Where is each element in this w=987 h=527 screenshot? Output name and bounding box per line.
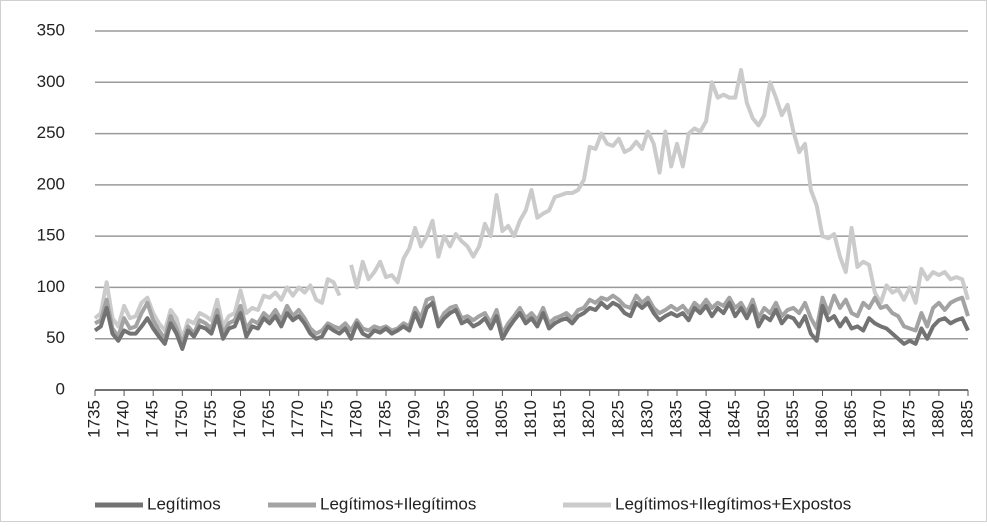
x-tick-label: 1875 — [899, 400, 918, 438]
x-tick-label: 1870 — [870, 400, 889, 438]
legend-label: Legítimos — [147, 494, 221, 513]
x-tick-label: 1850 — [754, 400, 773, 438]
x-tick-label: 1865 — [841, 400, 860, 438]
x-tick-label: 1825 — [608, 400, 627, 438]
x-tick-label: 1880 — [928, 400, 947, 438]
x-tick-label: 1885 — [957, 400, 976, 438]
y-tick-label: 200 — [37, 174, 65, 193]
x-tick-label: 1845 — [725, 400, 744, 438]
y-tick-label: 100 — [37, 277, 65, 296]
x-tick-label: 1740 — [114, 400, 133, 438]
legend-label: Legítimos+Ilegítimos — [320, 494, 476, 513]
x-tick-label: 1765 — [259, 400, 278, 438]
x-tick-label: 1795 — [434, 400, 453, 438]
x-tick-label: 1745 — [143, 400, 162, 438]
x-tick-label: 1760 — [230, 400, 249, 438]
series-line — [93, 300, 970, 351]
y-tick-label: 50 — [46, 328, 65, 347]
x-tick-label: 1835 — [666, 400, 685, 438]
x-tick-label: 1770 — [288, 400, 307, 438]
series-line — [94, 293, 970, 346]
x-tick-label: 1750 — [172, 400, 191, 438]
x-tick-label: 1785 — [375, 400, 394, 438]
legend-label: Legítimos+Ilegítimos+Expostos — [615, 494, 851, 513]
x-tick-label: 1860 — [812, 400, 831, 438]
y-tick-label: 300 — [37, 72, 65, 91]
y-tick-label: 150 — [37, 226, 65, 245]
x-tick-label: 1840 — [696, 400, 715, 438]
x-tick-label: 1815 — [550, 400, 569, 438]
y-tick-label: 250 — [37, 123, 65, 142]
x-tick-label: 1800 — [463, 400, 482, 438]
x-tick-label: 1790 — [405, 400, 424, 438]
x-tick-label: 1735 — [84, 400, 103, 438]
x-tick-label: 1780 — [346, 400, 365, 438]
y-tick-label: 0 — [56, 379, 65, 398]
x-tick-label: 1810 — [521, 400, 540, 438]
x-tick-label: 1775 — [317, 400, 336, 438]
x-tick-label: 1820 — [579, 400, 598, 438]
x-tick-label: 1855 — [783, 400, 802, 438]
y-tick-label: 350 — [37, 20, 65, 39]
series-line — [93, 67, 970, 341]
x-tick-label: 1830 — [637, 400, 656, 438]
x-tick-label: 1755 — [201, 400, 220, 438]
x-tick-label: 1805 — [492, 400, 511, 438]
